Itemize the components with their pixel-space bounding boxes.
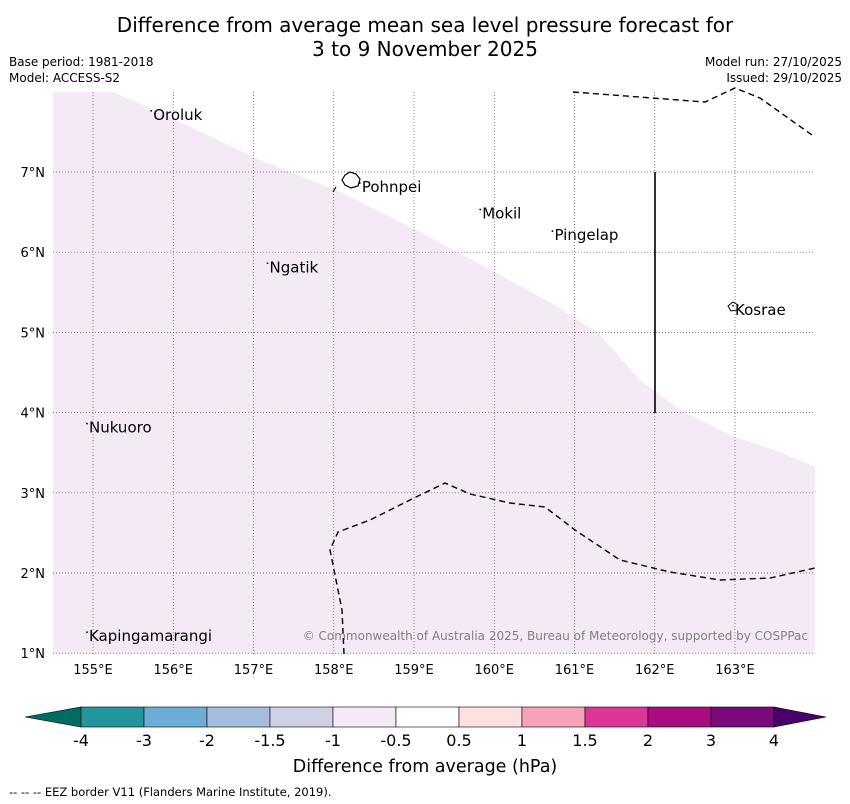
longitude-tick-label: 156°E xyxy=(153,663,193,678)
island-marker xyxy=(86,631,88,634)
colorbar-tick-label: 1.5 xyxy=(572,731,597,750)
colorbar-extend-high xyxy=(773,706,827,728)
longitude-tick-label: 155°E xyxy=(73,663,113,678)
place-label: Kapingamarangi xyxy=(89,627,212,645)
issued-date: Issued: 29/10/2025 xyxy=(726,71,842,85)
island-marker xyxy=(358,182,361,184)
title-line-2: 3 to 9 November 2025 xyxy=(312,37,538,61)
colorbar-tick-label: -4 xyxy=(73,731,89,750)
colorbar-tick-label: -0.5 xyxy=(380,731,411,750)
longitude-tick-label: 158°E xyxy=(314,663,354,678)
eez-border-north xyxy=(572,87,813,136)
model-run: Model run: 27/10/2025 xyxy=(704,55,842,69)
colorbar-segment xyxy=(521,706,586,728)
island-marker xyxy=(266,262,269,265)
colorbar-segment xyxy=(647,706,712,728)
place-label: Pingelap xyxy=(554,226,618,244)
place-label: Kosrae xyxy=(735,301,786,319)
colorbar-segment xyxy=(458,706,523,728)
latitude-tick-label: 6°N xyxy=(21,246,46,261)
copyright-notice: © Commonwealth of Australia 2025, Bureau… xyxy=(303,629,808,643)
colorbar-segment xyxy=(332,706,397,728)
model-name: Model: ACCESS-S2 xyxy=(9,71,121,85)
longitude-tick-label: 160°E xyxy=(474,663,514,678)
latitude-tick-label: 7°N xyxy=(21,166,46,181)
latitude-tick-label: 1°N xyxy=(21,647,46,662)
pressure-anomaly-region xyxy=(53,92,815,654)
place-labels: Oroluk Pohnpei Mokil Pingelap Ngatik Kosrae Nu… xyxy=(86,106,786,645)
eez-footnote: -- -- -- EEZ border V11 (Flanders Marine… xyxy=(9,785,332,799)
island-marker xyxy=(479,208,482,211)
place-label: Mokil xyxy=(482,205,521,223)
longitude-tick-label: 163°E xyxy=(715,663,755,678)
colorbar-segment xyxy=(269,706,334,728)
island-marker xyxy=(732,304,734,307)
pohnpei-island-outline xyxy=(341,171,361,189)
island-marker xyxy=(86,422,88,425)
latitude-tick-label: 2°N xyxy=(21,567,46,582)
longitude-tick-label: 161°E xyxy=(555,663,595,678)
base-period: Base period: 1981-2018 xyxy=(9,55,154,69)
map-panel: Oroluk Pohnpei Mokil Pingelap Ngatik Kosrae Nu… xyxy=(21,87,816,678)
meta-right: Model run: 27/10/2025 Issued: 29/10/2025 xyxy=(705,54,842,86)
colorbar-segment xyxy=(206,706,271,728)
longitude-tick-label: 159°E xyxy=(394,663,434,678)
place-label: Oroluk xyxy=(153,106,202,124)
colorbar-tick-label: -3 xyxy=(136,731,152,750)
colorbar-legend: -4 -3 -2 -1.5 -1 -0.5 0.5 1 1.5 2 3 4 xyxy=(24,706,827,750)
eez-border-south xyxy=(329,482,816,655)
place-label: Nukuoro xyxy=(89,419,152,437)
longitude-tick-labels: 155°E 156°E 157°E 158°E 159°E 160°E 161°E 162°E… xyxy=(73,663,755,678)
colorbar-label: Difference from average (hPa) xyxy=(293,757,558,777)
colorbar-tick-label: 3 xyxy=(706,731,716,750)
latitude-tick-label: 5°N xyxy=(21,326,46,341)
longitude-tick-label: 162°E xyxy=(635,663,675,678)
colorbar-segment xyxy=(710,706,775,728)
colorbar-tick-label: -1 xyxy=(325,731,341,750)
chart-title: Difference from average mean sea level p… xyxy=(0,13,850,61)
colorbar-tick-label: -1.5 xyxy=(254,731,285,750)
colorbar-segment xyxy=(395,706,460,728)
place-label: Ngatik xyxy=(270,258,319,276)
colorbar-segment xyxy=(80,706,145,728)
colorbar-segment xyxy=(143,706,208,728)
place-label: Pohnpei xyxy=(362,178,422,196)
colorbar-tick-label: -2 xyxy=(199,731,215,750)
latitude-tick-label: 4°N xyxy=(21,407,46,422)
colorbar-segment xyxy=(584,706,649,728)
island-marker xyxy=(551,230,554,233)
longitude-tick-label: 157°E xyxy=(234,663,274,678)
latitude-tick-labels: 7°N 6°N 5°N 4°N 3°N 2°N 1°N xyxy=(21,166,46,662)
eez-border-fragment xyxy=(332,186,337,193)
title-line-1: Difference from average mean sea level p… xyxy=(116,13,734,37)
colorbar-tick-label: 0.5 xyxy=(446,731,471,750)
colorbar-extend-low xyxy=(24,706,82,728)
meta-left: Base period: 1981-2018 Model: ACCESS-S2 xyxy=(9,54,154,86)
colorbar-tick-label: 2 xyxy=(643,731,653,750)
latitude-tick-label: 3°N xyxy=(21,487,46,502)
colorbar-tick-label: 4 xyxy=(769,731,779,750)
island-marker xyxy=(150,109,153,112)
colorbar-tick-label: 1 xyxy=(517,731,527,750)
